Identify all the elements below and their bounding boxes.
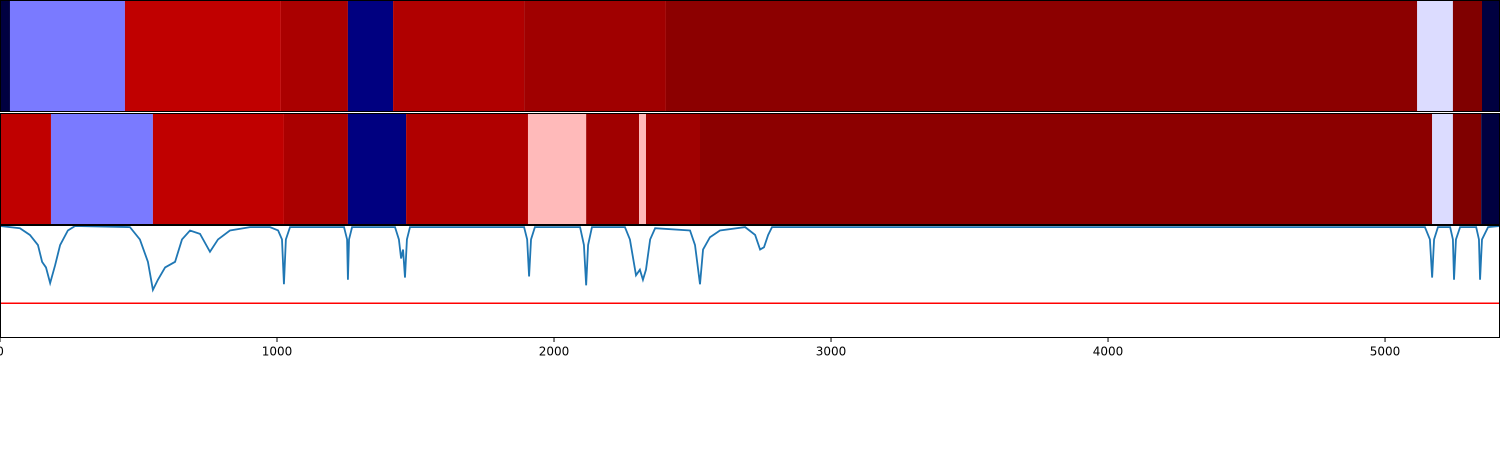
strip-segment	[124, 0, 281, 112]
strip-segment	[280, 0, 348, 112]
strip-segment	[283, 113, 348, 225]
strip-segment	[639, 113, 646, 225]
x-tick-label: 3000	[816, 345, 847, 359]
strip-segment	[152, 113, 284, 225]
strip-segment	[393, 0, 525, 112]
strip-segment	[700, 113, 1433, 225]
strip-segment	[665, 0, 1418, 112]
strip-segment	[524, 0, 666, 112]
strip-segment	[1452, 113, 1482, 225]
strip-segment	[406, 113, 528, 225]
strip-segment	[347, 0, 394, 112]
x-tick-label: 5000	[1370, 345, 1401, 359]
strip-segment	[50, 113, 153, 225]
x-tick-label: 4000	[1093, 345, 1124, 359]
strip-segment	[9, 0, 125, 112]
line-series	[0, 225, 1500, 293]
strip-segment	[645, 113, 700, 225]
x-tick-label: 1000	[262, 345, 293, 359]
strip-segment	[1481, 0, 1500, 112]
strip-segment	[0, 0, 10, 112]
plot-frame	[0, 225, 1500, 338]
strip-segment	[1481, 113, 1500, 225]
x-tick-label: 0	[0, 345, 4, 359]
strip-segment	[586, 113, 640, 225]
strip-segment	[527, 113, 587, 225]
strip-segment	[1452, 0, 1482, 112]
strip-segment	[0, 113, 51, 225]
strip-segment	[1417, 0, 1453, 112]
strip-segment	[1432, 113, 1453, 225]
strip-segment	[347, 113, 407, 225]
x-tick-label: 2000	[539, 345, 570, 359]
